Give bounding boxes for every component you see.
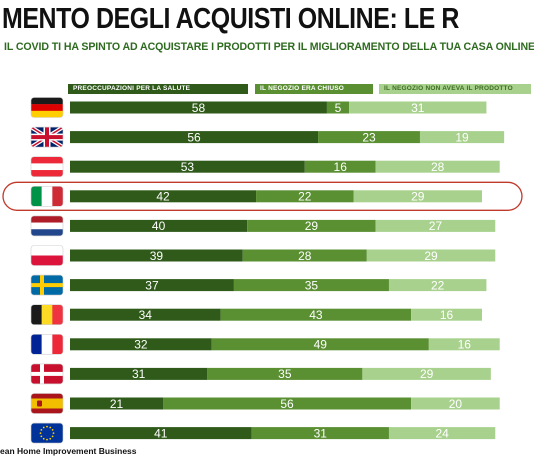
- data-label-es-series-3: 20: [449, 397, 463, 411]
- bar-dk-series-1: [70, 367, 208, 380]
- bar-dk-series-2: [207, 367, 363, 380]
- bar-es-series-1: [70, 397, 164, 410]
- highlight-ring: [2, 181, 523, 211]
- data-label-dk-series-2: 35: [278, 367, 292, 381]
- bar-pl-series-3: [366, 249, 496, 262]
- bar-uk-series-2: [318, 131, 420, 144]
- bar-se-series-3: [388, 279, 487, 292]
- bar-es-series-3: [411, 397, 500, 410]
- flag-netherlands: [30, 215, 64, 237]
- data-label-pl-series-3: 29: [424, 249, 438, 263]
- flag-spain: [30, 393, 64, 414]
- bar-eu-series-1: [70, 427, 252, 440]
- bar-pl-series-1: [70, 249, 243, 262]
- data-label-fr-series-1: 32: [134, 338, 148, 352]
- data-label-at-series-2: 16: [334, 160, 348, 174]
- data-label-de-series-2: 5: [335, 101, 342, 115]
- bar-eu-series-3: [388, 427, 496, 440]
- flag-france: [30, 333, 64, 355]
- bar-eu-series-2: [251, 427, 389, 440]
- data-label-it-series-2: 22: [298, 190, 312, 204]
- flag-belgium: [30, 304, 64, 326]
- bar-nl-series-3: [375, 219, 496, 232]
- data-label-nl-series-3: 27: [429, 219, 443, 233]
- chart-title: MENTO DEGLI ACQUISTI ONLINE: LE RAGIONI …: [2, 3, 460, 35]
- legend-item-1: PREOCCUPAZIONI PER LA SALUTE: [68, 84, 248, 94]
- bar-se-series-1: [70, 279, 234, 292]
- data-label-pl-series-1: 39: [150, 249, 164, 263]
- data-label-fr-series-3: 16: [458, 338, 472, 352]
- data-label-uk-series-3: 19: [455, 130, 469, 144]
- data-label-eu-series-1: 41: [154, 426, 168, 440]
- bar-at-series-3: [375, 160, 500, 173]
- flag-germany: [30, 97, 64, 118]
- data-label-uk-series-2: 23: [362, 130, 376, 144]
- bar-fr-series-1: [70, 338, 212, 351]
- bar-at-series-1: [70, 160, 305, 173]
- data-label-eu-series-2: 31: [314, 426, 328, 440]
- flag-italy: [30, 186, 64, 207]
- flag-austria: [30, 156, 64, 177]
- flag-poland: [30, 245, 64, 266]
- bar-dk-series-3: [362, 367, 491, 380]
- bar-se-series-2: [233, 279, 389, 292]
- bar-uk-series-1: [70, 131, 319, 144]
- data-label-it-series-3: 29: [411, 190, 425, 204]
- bar-nl-series-2: [247, 219, 376, 232]
- bar-it-series-2: [256, 190, 354, 203]
- bar-fr-series-2: [211, 338, 429, 351]
- legend-item-2: IL NEGOZIO ERA CHIUSO: [255, 84, 373, 94]
- flag-denmark: [30, 363, 64, 385]
- data-label-at-series-3: 28: [431, 160, 445, 174]
- bar-uk-series-3: [419, 131, 505, 144]
- data-label-se-series-3: 22: [431, 278, 445, 292]
- data-label-se-series-2: 35: [305, 278, 319, 292]
- data-label-uk-series-1: 56: [187, 130, 201, 144]
- bar-at-series-2: [304, 160, 376, 173]
- data-label-nl-series-2: 29: [305, 219, 319, 233]
- source-note: ean Home Improvement Business: [0, 446, 137, 456]
- data-label-be-series-1: 34: [139, 308, 153, 322]
- bar-it-series-1: [70, 190, 257, 203]
- data-label-es-series-2: 56: [280, 397, 294, 411]
- data-label-eu-series-3: 24: [435, 426, 449, 440]
- data-label-pl-series-2: 28: [298, 249, 312, 263]
- chart-subtitle: IL COVID TI HA SPINTO AD ACQUISTARE I PR…: [4, 41, 534, 53]
- bar-nl-series-1: [70, 219, 248, 232]
- data-label-fr-series-2: 49: [314, 338, 328, 352]
- data-label-nl-series-1: 40: [152, 219, 166, 233]
- data-label-at-series-1: 53: [181, 160, 195, 174]
- data-label-be-series-2: 43: [309, 308, 323, 322]
- data-label-se-series-1: 37: [145, 278, 159, 292]
- data-label-de-series-3: 31: [411, 101, 425, 115]
- bar-be-series-3: [411, 308, 482, 321]
- bar-it-series-3: [353, 190, 482, 203]
- data-label-it-series-1: 42: [156, 190, 170, 204]
- flag-european-union: [30, 422, 64, 444]
- legend-item-3: IL NEGOZIO NON AVEVA IL PRODOTTO: [379, 84, 531, 94]
- data-label-dk-series-1: 31: [132, 367, 146, 381]
- bar-de-series-3: [349, 101, 487, 114]
- data-label-dk-series-3: 29: [420, 367, 434, 381]
- data-label-de-series-1: 58: [192, 101, 206, 115]
- bar-fr-series-3: [428, 338, 500, 351]
- flag-sweden: [30, 274, 64, 296]
- data-label-es-series-1: 21: [110, 397, 124, 411]
- bar-be-series-1: [70, 308, 221, 321]
- bar-pl-series-2: [242, 249, 367, 262]
- bar-de-series-2: [326, 101, 350, 114]
- data-label-be-series-3: 16: [440, 308, 454, 322]
- bar-de-series-1: [70, 101, 327, 114]
- bar-es-series-2: [163, 397, 412, 410]
- flag-united-kingdom: [30, 126, 64, 148]
- bar-be-series-2: [220, 308, 412, 321]
